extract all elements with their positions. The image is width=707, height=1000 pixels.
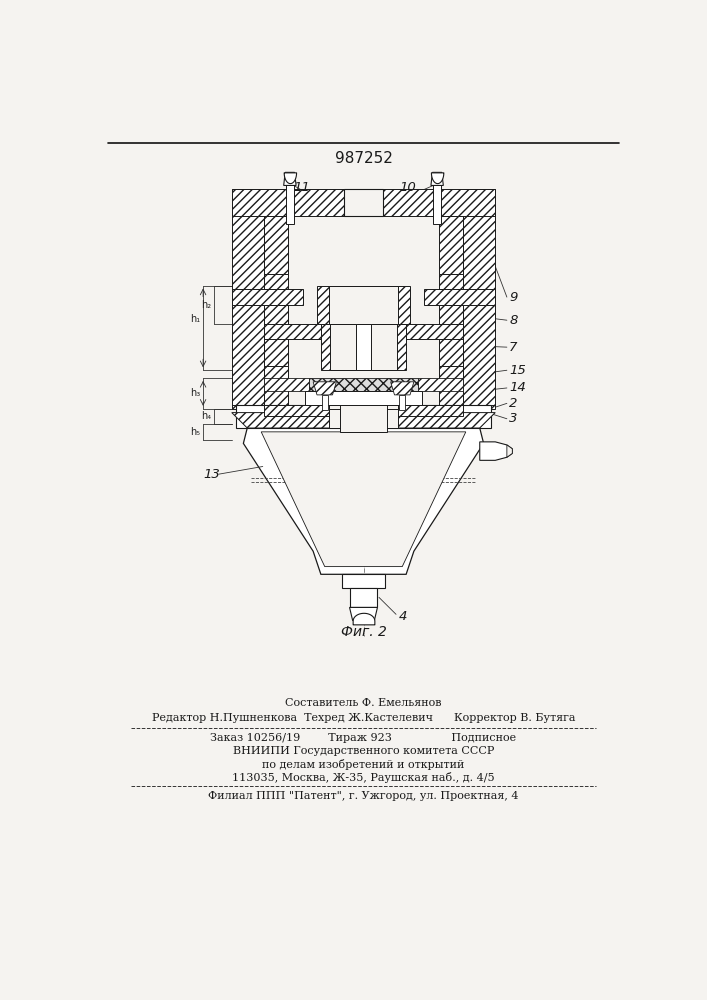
Polygon shape xyxy=(317,286,410,324)
Polygon shape xyxy=(232,189,495,216)
Polygon shape xyxy=(440,216,462,274)
Polygon shape xyxy=(480,442,513,460)
Text: h₁: h₁ xyxy=(190,314,200,324)
Polygon shape xyxy=(313,382,337,395)
Polygon shape xyxy=(232,289,303,305)
Bar xyxy=(356,324,371,370)
Polygon shape xyxy=(264,274,288,289)
Polygon shape xyxy=(264,305,288,366)
Polygon shape xyxy=(440,305,462,366)
Polygon shape xyxy=(264,366,288,409)
Text: 2: 2 xyxy=(509,397,518,410)
Polygon shape xyxy=(349,607,378,620)
Bar xyxy=(399,395,405,410)
Text: h₂: h₂ xyxy=(201,300,211,310)
Bar xyxy=(286,185,293,224)
Bar xyxy=(329,405,398,428)
Text: h₅: h₅ xyxy=(190,427,200,437)
Bar xyxy=(322,395,328,410)
Polygon shape xyxy=(243,428,484,574)
Polygon shape xyxy=(431,172,443,185)
Text: по делам изобретений и открытий: по делам изобретений и открытий xyxy=(262,759,464,770)
Polygon shape xyxy=(391,382,414,395)
Polygon shape xyxy=(264,378,309,391)
Text: ВНИИПИ Государственного комитета СССР: ВНИИПИ Государственного комитета СССР xyxy=(233,746,494,756)
Polygon shape xyxy=(264,405,462,416)
Polygon shape xyxy=(232,189,264,409)
Text: 3: 3 xyxy=(509,412,518,425)
Text: 987252: 987252 xyxy=(334,151,392,166)
Text: 113035, Москва, Ж-35, Раушская наб., д. 4/5: 113035, Москва, Ж-35, Раушская наб., д. … xyxy=(232,772,495,783)
Bar xyxy=(340,386,387,432)
Bar xyxy=(235,405,491,428)
Text: h₄: h₄ xyxy=(201,411,211,421)
Polygon shape xyxy=(305,391,421,405)
Text: 7: 7 xyxy=(509,341,518,354)
Bar xyxy=(264,189,462,409)
Polygon shape xyxy=(406,324,462,339)
Text: 11: 11 xyxy=(293,181,310,194)
Bar xyxy=(329,286,398,324)
Polygon shape xyxy=(321,324,406,370)
Text: h₃: h₃ xyxy=(189,388,200,398)
Bar xyxy=(349,588,378,607)
Polygon shape xyxy=(440,366,462,409)
Polygon shape xyxy=(264,324,321,339)
Text: Фиг. 2: Фиг. 2 xyxy=(341,625,387,639)
Text: 8: 8 xyxy=(509,314,518,327)
Polygon shape xyxy=(232,413,495,428)
Polygon shape xyxy=(309,378,418,391)
Text: 4: 4 xyxy=(398,610,407,623)
Text: 14: 14 xyxy=(509,381,526,394)
Polygon shape xyxy=(284,172,296,185)
Text: Составитель Ф. Емельянов: Составитель Ф. Емельянов xyxy=(285,698,442,708)
Text: Редактор Н.Пушненкова  Техред Ж.Кастелевич      Корректор В. Бутяга: Редактор Н.Пушненкова Техред Ж.Кастелеви… xyxy=(152,713,575,723)
Bar xyxy=(344,189,383,216)
Polygon shape xyxy=(440,274,462,289)
Bar xyxy=(330,324,397,370)
Text: 15: 15 xyxy=(509,364,526,377)
Polygon shape xyxy=(264,216,288,274)
Bar xyxy=(433,185,441,224)
Polygon shape xyxy=(507,445,513,457)
Text: 9: 9 xyxy=(509,291,518,304)
Bar xyxy=(329,386,398,409)
Polygon shape xyxy=(261,432,466,567)
Polygon shape xyxy=(462,189,495,409)
Polygon shape xyxy=(341,574,385,588)
Polygon shape xyxy=(418,378,462,391)
Text: Филиал ППП "Патент", г. Ужгород, ул. Проектная, 4: Филиал ППП "Патент", г. Ужгород, ул. Про… xyxy=(209,791,519,801)
Polygon shape xyxy=(424,289,495,305)
Text: Заказ 10256/19        Тираж 923                 Подписное: Заказ 10256/19 Тираж 923 Подписное xyxy=(211,733,517,743)
Text: 10: 10 xyxy=(399,181,416,194)
Text: 13: 13 xyxy=(203,468,220,481)
